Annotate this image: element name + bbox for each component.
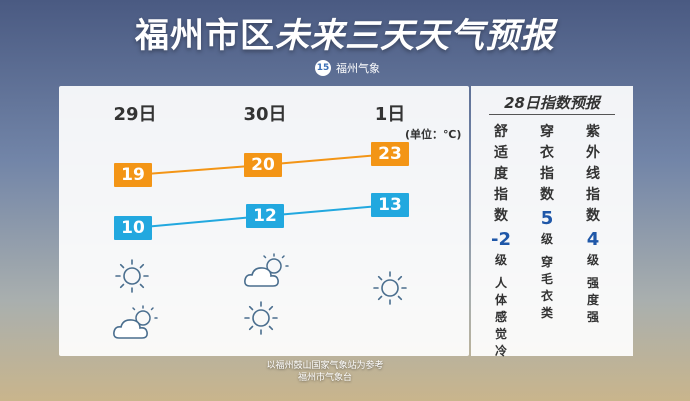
low-temp-day2: 12 bbox=[246, 204, 284, 228]
brand-name: 福州气象 bbox=[336, 62, 380, 75]
index-name: 舒适度指数 bbox=[494, 124, 508, 224]
index-value: 5 bbox=[540, 208, 554, 229]
high-temp-day2: 20 bbox=[244, 153, 282, 177]
high-temp-day1: 19 bbox=[114, 163, 152, 187]
index-desc: 穿毛衣类 bbox=[540, 255, 553, 320]
footer-note: 以福州鼓山国家气象站为参考 福州市气象台 bbox=[210, 360, 440, 384]
footer-line2: 福州市气象台 bbox=[297, 373, 352, 383]
index-value: -2 bbox=[491, 229, 511, 250]
partly-cloudy-icon bbox=[244, 253, 289, 287]
low-temp-line bbox=[132, 215, 266, 229]
index-value: 4 bbox=[586, 229, 600, 250]
comfort-index: 舒适度指数 -2 级 人体感觉冷 bbox=[486, 122, 516, 360]
index-title: 28日指数预报 bbox=[504, 94, 600, 112]
index-level: 级 bbox=[540, 232, 553, 246]
index-name: 穿衣指数 bbox=[540, 124, 554, 203]
unit-label: (单位：℃) bbox=[405, 128, 462, 141]
high-temp-line bbox=[262, 153, 391, 166]
high-temp-line bbox=[132, 164, 264, 176]
sunny-icon bbox=[244, 301, 278, 335]
low-temp-day3: 13 bbox=[371, 193, 409, 217]
uv-index: 紫外线指数 4 级 强度强 bbox=[578, 122, 608, 326]
dressing-index: 穿衣指数 5 级 穿毛衣类 bbox=[532, 122, 562, 322]
low-temp-line bbox=[264, 204, 391, 217]
index-level: 级 bbox=[586, 253, 599, 267]
high-temp-day3: 23 bbox=[371, 142, 409, 166]
day-label-3: 1日 bbox=[374, 104, 406, 125]
day-label-2: 30日 bbox=[243, 104, 287, 125]
sunny-icon bbox=[115, 259, 149, 293]
divider bbox=[489, 114, 615, 115]
index-name: 紫外线指数 bbox=[586, 124, 600, 224]
partly-cloudy-icon bbox=[113, 305, 158, 339]
index-level: 级 bbox=[494, 253, 507, 267]
index-desc: 人体感觉冷 bbox=[494, 276, 507, 358]
title-city: 福州市区 bbox=[135, 16, 275, 56]
sunny-icon bbox=[373, 271, 407, 305]
index-desc: 强度强 bbox=[586, 276, 599, 324]
low-temp-day1: 10 bbox=[114, 216, 152, 240]
forecast-panel: 29日 30日 1日 (单位：℃) 19 20 23 10 12 13 bbox=[59, 86, 469, 356]
index-panel: 28日指数预报 舒适度指数 -2 级 人体感觉冷 穿衣指数 5 级 穿毛衣类 紫… bbox=[471, 86, 633, 358]
brand: 15 福州气象 bbox=[315, 60, 380, 76]
title-subject: 未来三天天气预报 bbox=[275, 16, 555, 56]
day-label-1: 29日 bbox=[113, 104, 157, 125]
brand-logo-icon: 15 bbox=[315, 60, 331, 76]
temperature-lines bbox=[132, 153, 391, 229]
page-title: 福州市区未来三天天气预报 bbox=[0, 8, 690, 57]
footer-line1: 以福州鼓山国家气象站为参考 bbox=[266, 361, 384, 371]
